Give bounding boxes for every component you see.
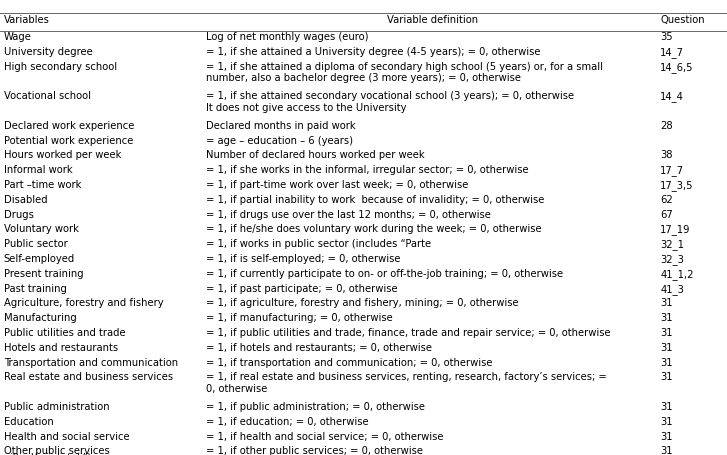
Text: Past training: Past training xyxy=(4,283,66,293)
Text: 31: 31 xyxy=(660,432,672,442)
Text: 31: 31 xyxy=(660,402,672,412)
Text: Health and social service: Health and social service xyxy=(4,432,129,442)
Text: = 1, if agriculture, forestry and fishery, mining; = 0, otherwise: = 1, if agriculture, forestry and fisher… xyxy=(206,298,518,308)
Text: Hotels and restaurants: Hotels and restaurants xyxy=(4,343,118,353)
Text: 32_3: 32_3 xyxy=(660,254,684,265)
Text: = 1, if she attained a University degree (4-5 years); = 0, otherwise: = 1, if she attained a University degree… xyxy=(206,47,540,57)
Text: = 1, if other public services; = 0, otherwise: = 1, if other public services; = 0, othe… xyxy=(206,446,422,455)
Text: Variable definition: Variable definition xyxy=(387,15,478,25)
Text: 35: 35 xyxy=(660,32,672,42)
Text: Vocational school: Vocational school xyxy=(4,91,91,101)
Text: Part –time work: Part –time work xyxy=(4,180,81,190)
Text: University degree: University degree xyxy=(4,47,92,57)
Text: = 1, if part-time work over last week; = 0, otherwise: = 1, if part-time work over last week; =… xyxy=(206,180,468,190)
Text: 31: 31 xyxy=(660,328,672,338)
Text: Disabled: Disabled xyxy=(4,195,47,205)
Text: Public sector: Public sector xyxy=(4,239,68,249)
Text: Education: Education xyxy=(4,417,53,427)
Text: = 1, if she works in the informal, irregular sector; = 0, otherwise: = 1, if she works in the informal, irreg… xyxy=(206,165,529,175)
Text: = 1, if she attained a diploma of secondary high school (5 years) or, for a smal: = 1, if she attained a diploma of second… xyxy=(206,61,603,83)
Text: Log of net monthly wages (euro): Log of net monthly wages (euro) xyxy=(206,32,369,42)
Text: Public utilities and trade: Public utilities and trade xyxy=(4,328,125,338)
Text: Hours worked per week: Hours worked per week xyxy=(4,151,121,161)
Text: = 1, if transportation and communication; = 0, otherwise: = 1, if transportation and communication… xyxy=(206,358,492,368)
Text: 41_1,2: 41_1,2 xyxy=(660,269,694,280)
Text: Wage: Wage xyxy=(4,32,31,42)
Text: 31: 31 xyxy=(660,446,672,455)
Text: = 1, if public utilities and trade, finance, trade and repair service; = 0, othe: = 1, if public utilities and trade, fina… xyxy=(206,328,611,338)
Text: 31: 31 xyxy=(660,417,672,427)
Text: 32_1: 32_1 xyxy=(660,239,684,250)
Text: = 1, if public administration; = 0, otherwise: = 1, if public administration; = 0, othe… xyxy=(206,402,425,412)
Text: 17_3,5: 17_3,5 xyxy=(660,180,694,191)
Text: Present training: Present training xyxy=(4,269,84,279)
Text: cipazioni statali”);: cipazioni statali”); xyxy=(4,453,97,455)
Text: 14_4: 14_4 xyxy=(660,91,684,102)
Text: 31: 31 xyxy=(660,343,672,353)
Text: 14_6,5: 14_6,5 xyxy=(660,61,694,72)
Text: = 1, if is self-employed; = 0, otherwise: = 1, if is self-employed; = 0, otherwise xyxy=(206,254,401,264)
Text: = 1, if manufacturing; = 0, otherwise: = 1, if manufacturing; = 0, otherwise xyxy=(206,313,393,323)
Text: Other public services: Other public services xyxy=(4,446,109,455)
Text: Manufacturing: Manufacturing xyxy=(4,313,76,323)
Text: = age – education – 6 (years): = age – education – 6 (years) xyxy=(206,136,353,146)
Text: 67: 67 xyxy=(660,210,673,220)
Text: = 1, if she attained secondary vocational school (3 years); = 0, otherwise
It do: = 1, if she attained secondary vocationa… xyxy=(206,91,574,113)
Text: 17_19: 17_19 xyxy=(660,224,691,235)
Text: Real estate and business services: Real estate and business services xyxy=(4,372,173,382)
Text: 17_7: 17_7 xyxy=(660,165,684,176)
Text: Informal work: Informal work xyxy=(4,165,72,175)
Text: = 0, otherwise: = 0, otherwise xyxy=(1,453,74,455)
Text: Transportation and communication: Transportation and communication xyxy=(4,358,178,368)
Text: = 1, if he/she does voluntary work during the week; = 0, otherwise: = 1, if he/she does voluntary work durin… xyxy=(206,224,542,234)
Text: 31: 31 xyxy=(660,313,672,323)
Text: = 1, if drugs use over the last 12 months; = 0, otherwise: = 1, if drugs use over the last 12 month… xyxy=(206,210,491,220)
Text: Self-employed: Self-employed xyxy=(4,254,75,264)
Text: Number of declared hours worked per week: Number of declared hours worked per week xyxy=(206,151,425,161)
Text: 14_7: 14_7 xyxy=(660,47,684,58)
Text: Voluntary work: Voluntary work xyxy=(4,224,79,234)
Text: Variables: Variables xyxy=(4,15,49,25)
Text: = 1, if hotels and restaurants; = 0, otherwise: = 1, if hotels and restaurants; = 0, oth… xyxy=(206,343,432,353)
Text: Drugs: Drugs xyxy=(4,210,33,220)
Text: High secondary school: High secondary school xyxy=(4,61,117,71)
Text: 41_3: 41_3 xyxy=(660,283,684,294)
Text: 62: 62 xyxy=(660,195,673,205)
Text: Potential work experience: Potential work experience xyxy=(4,136,133,146)
Text: = 1, if past participate; = 0, otherwise: = 1, if past participate; = 0, otherwise xyxy=(206,283,398,293)
Text: Declared work experience: Declared work experience xyxy=(4,121,134,131)
Text: = 1, if works in public sector (includes “Parte: = 1, if works in public sector (includes… xyxy=(206,239,431,249)
Text: = 1, if health and social service; = 0, otherwise: = 1, if health and social service; = 0, … xyxy=(206,432,443,442)
Text: 31: 31 xyxy=(660,372,672,382)
Text: Question: Question xyxy=(660,15,704,25)
Text: 31: 31 xyxy=(660,358,672,368)
Text: 28: 28 xyxy=(660,121,672,131)
Text: 38: 38 xyxy=(660,151,672,161)
Text: = 1, if real estate and business services, renting, research, factory’s services: = 1, if real estate and business service… xyxy=(206,372,606,394)
Text: = 1, if partial inability to work  because of invalidity; = 0, otherwise: = 1, if partial inability to work becaus… xyxy=(206,195,544,205)
Text: Declared months in paid work: Declared months in paid work xyxy=(206,121,356,131)
Text: 31: 31 xyxy=(660,298,672,308)
Text: Agriculture, forestry and fishery: Agriculture, forestry and fishery xyxy=(4,298,164,308)
Text: = 1, if education; = 0, otherwise: = 1, if education; = 0, otherwise xyxy=(206,417,369,427)
Text: = 1, if currently participate to on- or off-the-job training; = 0, otherwise: = 1, if currently participate to on- or … xyxy=(206,269,563,279)
Text: Public administration: Public administration xyxy=(4,402,109,412)
